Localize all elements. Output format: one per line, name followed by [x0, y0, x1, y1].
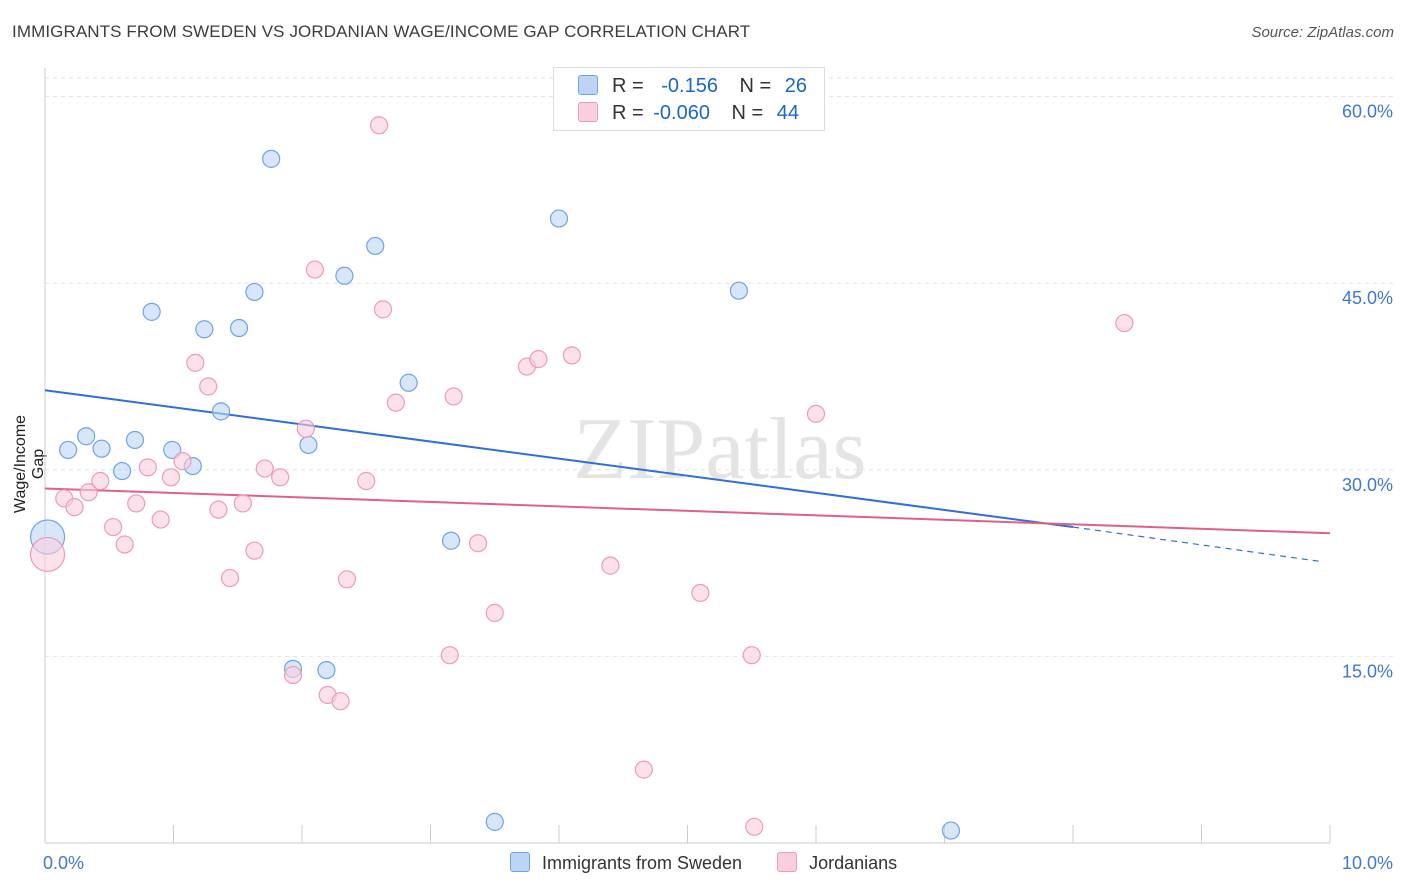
point-sweden [941, 821, 961, 840]
point-jordanians [562, 346, 581, 365]
point-jordanians [634, 760, 653, 779]
y-tick-label: 60.0% [1342, 102, 1393, 122]
point-sweden [229, 318, 249, 338]
r-label: R = [612, 102, 644, 124]
point-jordanians [186, 353, 205, 372]
point-jordanians [271, 468, 290, 487]
y-tick-label: 30.0% [1342, 475, 1393, 495]
r-value: -0.156 [661, 75, 718, 97]
point-sweden [335, 266, 354, 285]
point-sweden [211, 402, 231, 421]
point-jordanians [305, 260, 324, 279]
point-sweden [549, 209, 569, 228]
point-sweden [366, 236, 385, 256]
point-jordanians [220, 568, 240, 588]
point-jordanians [337, 570, 357, 589]
y-tick-label: 45.0% [1342, 288, 1393, 308]
stats-legend: R = -0.156 N = 26 R = -0.060 N = 44 [553, 67, 825, 131]
point-jordanians [151, 510, 170, 529]
legend-item-sweden[interactable]: Immigrants from Sweden [510, 852, 742, 874]
point-jordanians [138, 458, 157, 477]
point-jordanians [357, 471, 376, 491]
point-jordanians [104, 517, 123, 537]
point-jordanians [806, 404, 826, 423]
point-jordanians [742, 646, 761, 665]
point-sweden [142, 302, 161, 321]
point-sweden [299, 435, 318, 455]
r-value: -0.060 [653, 102, 710, 124]
x-tick-label: 10.0% [1342, 853, 1393, 873]
point-sweden [441, 531, 461, 550]
point-sweden [195, 320, 214, 339]
x-tick-label: 0.0% [43, 853, 84, 873]
trend-line-sweden-extension [1072, 526, 1324, 563]
grid-lines [45, 77, 1395, 657]
legend-item-jordanians[interactable]: Jordanians [777, 852, 897, 874]
point-jordanians [255, 459, 274, 478]
point-jordanians [485, 603, 504, 622]
legend-row-sweden: R = -0.156 N = 26 [578, 75, 807, 98]
point-sweden [125, 430, 145, 450]
point-jordanians [65, 498, 84, 517]
point-jordanians [91, 471, 110, 491]
point-sweden [112, 461, 132, 481]
legend-swatch-jordanians [578, 102, 598, 122]
r-label: R = [612, 75, 644, 97]
chart-title: IMMIGRANTS FROM SWEDEN VS JORDANIAN WAGE… [12, 22, 751, 41]
point-sweden [92, 439, 111, 458]
point-jordanians [691, 583, 710, 603]
point-sweden [59, 440, 78, 460]
point-jordanians [245, 541, 264, 560]
point-jordanians [373, 300, 393, 319]
legend-row-jordanians: R = -0.060 N = 44 [578, 102, 799, 125]
point-sweden [399, 373, 418, 392]
point-jordanians [468, 534, 488, 553]
point-jordanians [440, 646, 459, 665]
point-jordanians [444, 387, 463, 406]
point-jordanians [115, 535, 134, 554]
point-jordanians [386, 393, 405, 412]
n-value: 26 [784, 75, 808, 97]
point-jordanians [296, 419, 315, 438]
series-legend: Immigrants from Sweden Jordanians [510, 852, 927, 874]
point-jordanians [161, 468, 181, 487]
point-jordanians [29, 536, 66, 573]
tick-labels: 15.0% 30.0% 45.0% 60.0% 0.0% 10.0% [43, 102, 1393, 873]
point-jordanians [209, 500, 228, 519]
point-sweden [485, 812, 504, 831]
point-jordanians [529, 350, 548, 369]
point-jordanians [173, 452, 192, 471]
legend-swatch-sweden [578, 75, 598, 95]
point-sweden [77, 427, 96, 446]
axes [44, 68, 1331, 844]
point-jordanians [745, 817, 764, 836]
point-jordanians [283, 665, 303, 685]
point-sweden [262, 149, 281, 168]
point-sweden [245, 282, 264, 302]
legend-swatch-jordanians [777, 852, 798, 872]
point-sweden [163, 440, 182, 460]
data-points [29, 112, 1134, 840]
point-sweden [317, 660, 336, 680]
n-value: 44 [776, 102, 800, 124]
legend-label-sweden: Immigrants from Sweden [542, 853, 743, 873]
point-jordanians [79, 483, 98, 502]
point-jordanians [601, 556, 620, 575]
legend-label-jordanians: Jordanians [809, 853, 898, 873]
trend-line-jordanians [44, 487, 1331, 535]
legend-swatch-sweden [510, 852, 530, 872]
point-sweden [729, 281, 749, 300]
point-jordanians [370, 116, 389, 135]
point-jordanians [127, 494, 146, 513]
point-jordanians [331, 692, 350, 711]
point-jordanians [1115, 313, 1134, 333]
n-label: N = [731, 102, 764, 124]
source-label: Source: ZipAtlas.com [1251, 24, 1394, 41]
y-tick-label: 15.0% [1342, 661, 1393, 681]
point-jordanians [233, 494, 252, 513]
n-label: N = [739, 75, 772, 97]
point-jordanians [199, 377, 218, 396]
